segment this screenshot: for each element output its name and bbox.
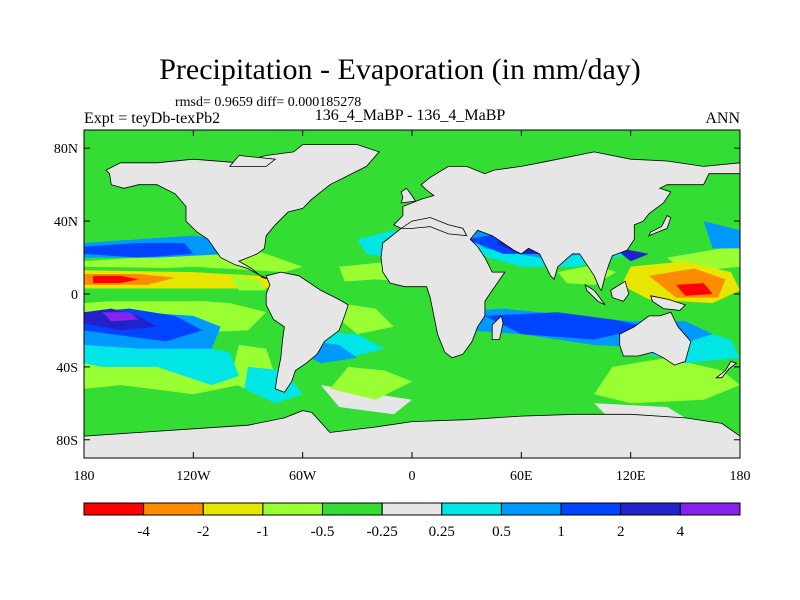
land-new-guinea (650, 295, 687, 311)
contour-region-35 (484, 312, 649, 340)
colorbar-label: -4 (137, 524, 150, 540)
land-madagascar (491, 315, 504, 341)
y-tick-label: 40N (54, 215, 78, 230)
contour-region-16 (330, 366, 412, 400)
colorbar-box (83, 502, 145, 516)
land-indonesia-1 (584, 284, 606, 306)
colorbar-box (620, 502, 681, 516)
comparison-label: 136_4_MaBP - 136_4_MaBP (314, 107, 506, 124)
land-north-america (105, 144, 380, 280)
land-uk (400, 187, 417, 204)
colorbar-label: -1 (257, 524, 270, 540)
land-australia (619, 311, 692, 366)
x-tick-label: 180 (74, 469, 95, 484)
contour-region-17 (594, 357, 740, 404)
experiment-label: Expt = teyDb-texPb2 (84, 110, 221, 127)
colorbar-label: -0.5 (311, 524, 335, 540)
colorbar-label: -0.25 (367, 524, 398, 540)
contour-region-31 (703, 221, 740, 249)
colorbar-box (322, 502, 383, 516)
land-greenland-islands (228, 155, 277, 167)
y-tick-label: 40S (56, 361, 78, 376)
contour-region-43 (93, 275, 139, 284)
land-africa-eurasia (380, 151, 740, 359)
season-label: ANN (705, 110, 740, 127)
land-japan (648, 215, 672, 237)
colorbar-box (679, 502, 741, 516)
land-south-america (265, 271, 349, 393)
colorbar-box (262, 502, 323, 516)
stats-text: rmsd= 0.9659 diff= 0.000185278 (175, 95, 362, 110)
x-tick-label: 180 (730, 469, 751, 484)
colorbar-label: 0.5 (492, 524, 511, 540)
colorbar-label: 1 (557, 524, 565, 540)
contour-region-32 (84, 243, 194, 258)
y-tick-label: 80N (54, 142, 78, 157)
colorbar-label: -2 (197, 524, 210, 540)
contour-region-1 (335, 193, 403, 236)
chart-title: Precipitation - Evaporation (in mm/day) (159, 53, 641, 86)
colorbar-label: 2 (617, 524, 625, 540)
colorbar-box (501, 502, 562, 516)
colorbar-label: 4 (677, 524, 685, 540)
colorbar-box (560, 502, 622, 516)
colorbar-box (441, 502, 502, 516)
colorbar-label: 0.25 (429, 524, 455, 540)
contour-region-13 (335, 303, 394, 335)
y-tick-label: 0 (71, 288, 78, 303)
colorbar-box (202, 502, 264, 516)
contour-region-39 (102, 312, 139, 322)
contour-region-7 (320, 385, 412, 415)
land-indonesia-2 (610, 280, 630, 302)
x-tick-label: 0 (409, 469, 416, 484)
y-tick-label: 80S (56, 434, 78, 449)
contour-region-49 (229, 275, 267, 291)
colorbar-box (143, 502, 204, 516)
x-tick-label: 120W (176, 469, 211, 484)
colorbar-box (381, 502, 443, 516)
land-new-zealand (715, 360, 738, 379)
x-tick-label: 60W (289, 469, 317, 484)
x-tick-label: 60E (510, 469, 533, 484)
contour-region-47 (676, 283, 713, 296)
x-tick-label: 120E (616, 469, 646, 484)
land-antarctica (84, 410, 740, 458)
